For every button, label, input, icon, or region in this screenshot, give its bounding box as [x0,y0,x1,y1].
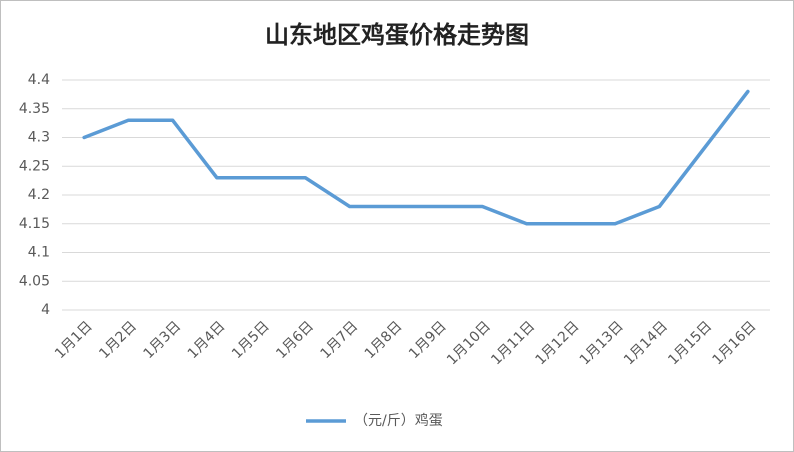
y-tick-label: 4.3 [28,130,50,146]
y-tick-label: 4 [41,302,50,318]
y-tick-label: 4.05 [19,273,50,289]
y-tick-label: 4.25 [19,158,50,174]
series-line [82,89,750,226]
y-tick-label: 4.2 [28,187,50,203]
y-tick-label: 4.35 [19,101,50,117]
y-tick-label: 4.4 [28,72,50,88]
legend-label: （元/斤）鸡蛋 [354,412,443,429]
y-tick-label: 4.15 [19,216,50,232]
chart-title: 山东地区鸡蛋价格走势图 [265,21,529,49]
y-tick-label: 4.1 [28,245,50,261]
